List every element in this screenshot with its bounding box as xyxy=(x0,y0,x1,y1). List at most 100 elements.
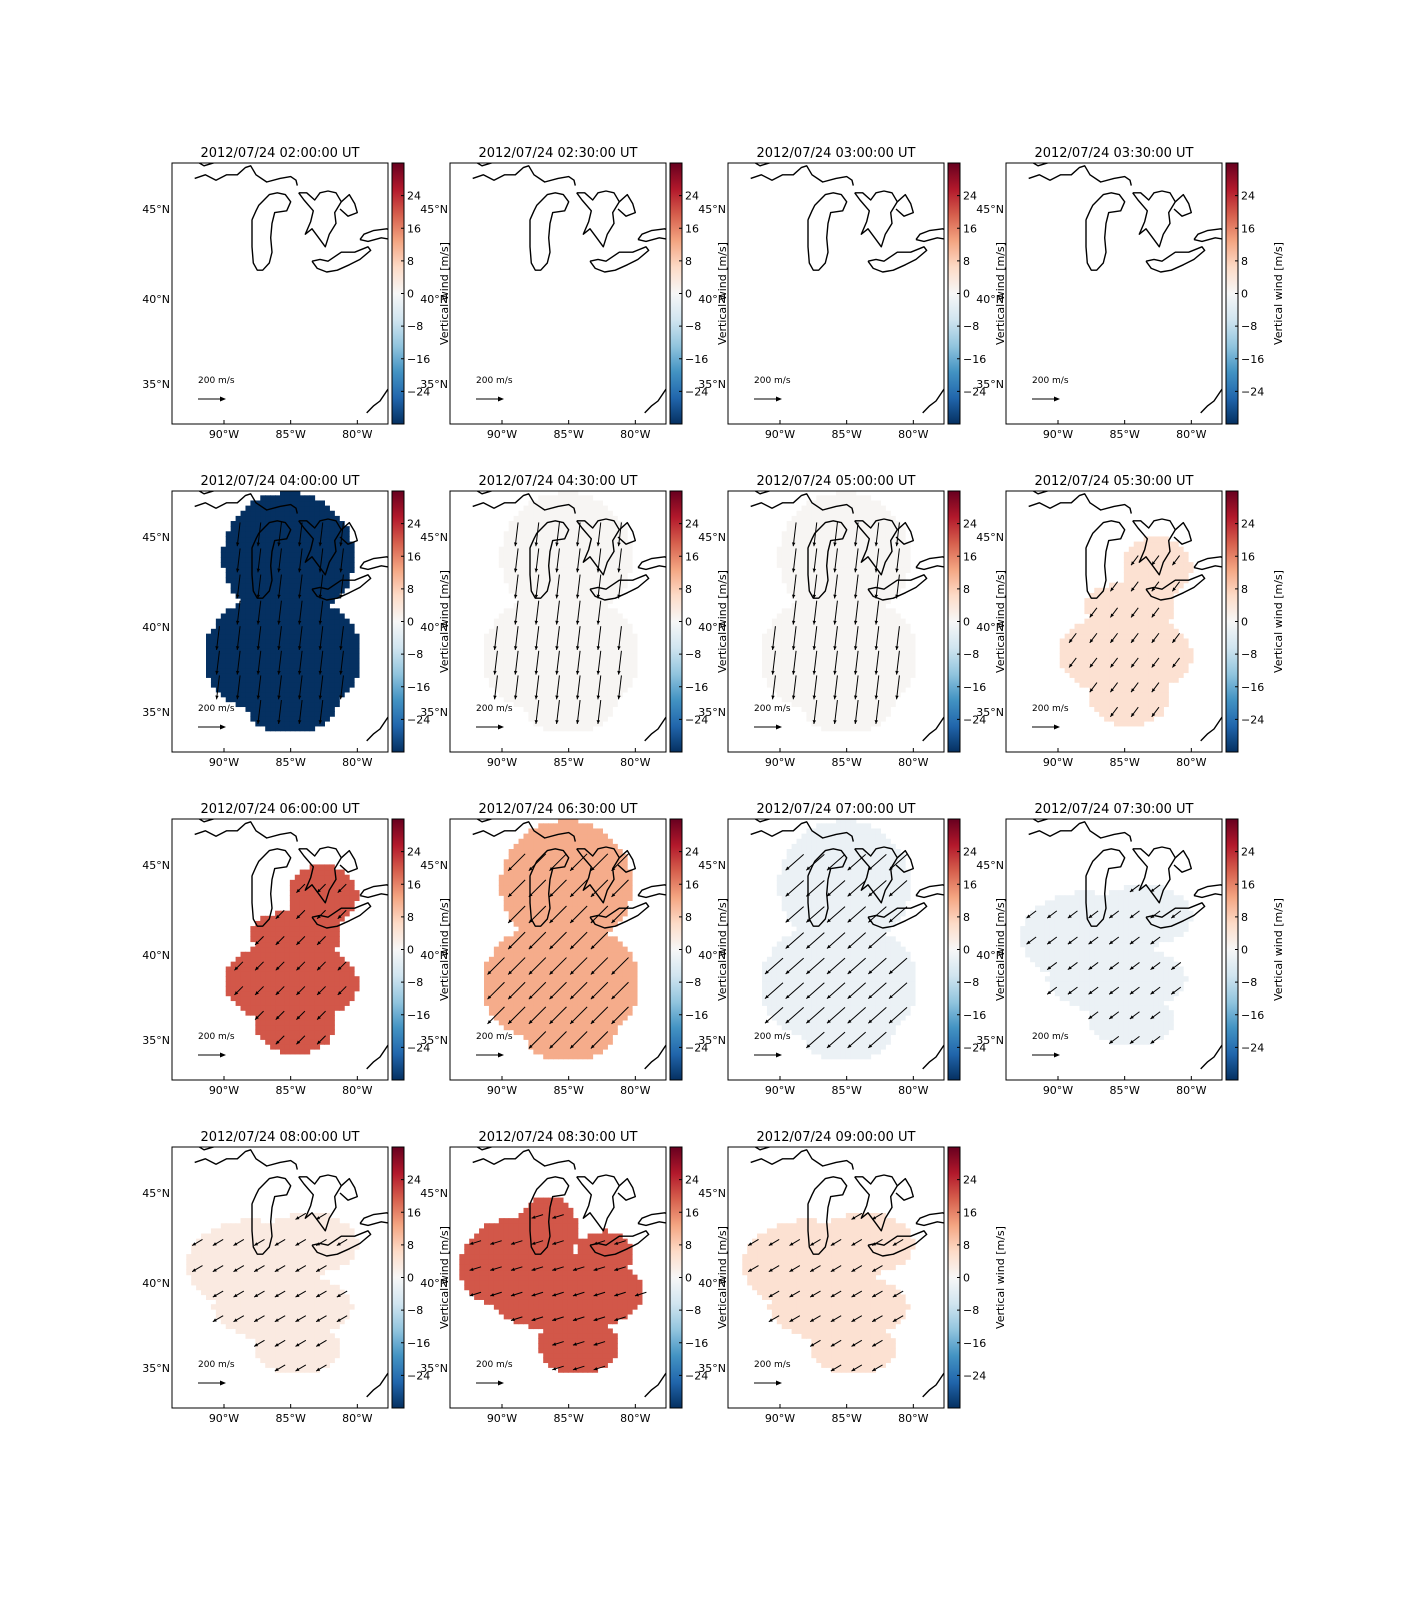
heatmap-cell xyxy=(304,598,311,604)
heatmap-cell xyxy=(895,643,901,649)
heatmap-cell xyxy=(1148,667,1155,674)
colorbar-tick-label: 8 xyxy=(963,583,970,596)
heatmap-cell xyxy=(1109,667,1115,674)
wind-arrow xyxy=(834,548,838,573)
heatmap-cell xyxy=(607,657,613,664)
heatmap-cell xyxy=(334,623,340,630)
heatmap-cell xyxy=(255,711,261,717)
heatmap-cell xyxy=(299,706,306,712)
heatmap-cell xyxy=(235,696,242,703)
heatmap-cell xyxy=(1104,711,1110,717)
heatmap-cell xyxy=(553,505,559,512)
heatmap-cell xyxy=(538,505,544,512)
heatmap-cell xyxy=(845,587,852,594)
lon-tick-label: 80°W xyxy=(620,756,650,769)
heatmap-cell xyxy=(840,587,847,594)
heatmap-cell xyxy=(344,541,350,548)
heatmap-cell xyxy=(791,672,798,678)
heatmap-cell xyxy=(582,562,589,568)
heatmap-cell xyxy=(597,531,603,538)
heatmap-cell xyxy=(280,526,286,532)
heatmap-cell xyxy=(528,603,534,609)
heatmap-cell xyxy=(215,667,222,674)
heatmap-cell xyxy=(280,500,286,507)
heatmap-cell xyxy=(786,662,793,669)
coastline xyxy=(895,193,915,217)
heatmap-cell xyxy=(1128,633,1135,640)
heatmap-cell xyxy=(845,682,852,688)
heatmap-cell xyxy=(1153,691,1159,698)
wind-arrow xyxy=(772,675,776,700)
heatmap-cell xyxy=(270,667,276,674)
wind-arrow-head xyxy=(596,670,601,675)
heatmap-cell xyxy=(309,725,316,732)
heatmap-cell xyxy=(622,623,628,630)
heatmap-cell xyxy=(225,981,232,987)
heatmap-cell xyxy=(245,966,251,972)
heatmap-cell xyxy=(250,515,256,522)
heatmap-cell xyxy=(1168,648,1174,654)
heatmap-cell xyxy=(806,531,812,538)
heatmap-cell xyxy=(572,582,579,589)
heatmap-cell xyxy=(582,505,589,512)
heatmap-cell xyxy=(1104,682,1110,688)
heatmap-cell xyxy=(284,696,291,703)
heatmap-cell xyxy=(309,613,316,620)
heatmap-cell xyxy=(284,592,291,599)
heatmap-cell xyxy=(548,526,554,532)
heatmap-cell xyxy=(329,687,335,693)
wind-arrow-head xyxy=(812,646,817,650)
heatmap-cell xyxy=(875,711,881,717)
lon-tick-label: 85°W xyxy=(831,756,861,769)
wind-arrow-head xyxy=(1069,663,1073,668)
heatmap-cell xyxy=(592,510,599,517)
heatmap-cell xyxy=(523,572,529,579)
heatmap-cell xyxy=(796,515,803,522)
heatmap-cell xyxy=(597,510,603,517)
heatmap-cell xyxy=(1114,716,1120,722)
colorbar-tick-label: 16 xyxy=(1241,222,1255,235)
heatmap-cell xyxy=(314,628,321,635)
heatmap-cell xyxy=(255,598,261,604)
heatmap-cell xyxy=(582,662,589,669)
heatmap-cell xyxy=(850,495,857,502)
heatmap-cell xyxy=(1084,618,1090,625)
heatmap-cell xyxy=(816,495,822,502)
heatmap-cell xyxy=(304,521,311,527)
heatmap-cell xyxy=(309,667,316,674)
heatmap-cell xyxy=(280,936,286,943)
heatmap-cell xyxy=(1123,648,1130,654)
heatmap-cell xyxy=(572,706,579,712)
heatmap-cell xyxy=(1163,653,1169,659)
colorbar-tick-label: −24 xyxy=(407,385,430,398)
heatmap-cell xyxy=(240,598,247,604)
heatmap-cell xyxy=(294,541,301,548)
heatmap-cell xyxy=(270,990,276,997)
heatmap-cell xyxy=(518,562,525,568)
heatmap-cell xyxy=(498,638,505,644)
heatmap-cell xyxy=(836,638,842,644)
heatmap-cell xyxy=(255,936,261,943)
heatmap-cell xyxy=(1118,711,1125,717)
heatmap-cell xyxy=(270,628,276,635)
heatmap-cell xyxy=(553,725,559,732)
heatmap-cell xyxy=(821,572,827,579)
heatmap-cell xyxy=(821,672,827,678)
heatmap-cell xyxy=(831,500,837,507)
heatmap-cell xyxy=(284,551,291,558)
heatmap-cell xyxy=(289,643,296,649)
heatmap-cell xyxy=(206,662,212,669)
heatmap-cell xyxy=(334,587,340,594)
heatmap-cell xyxy=(528,662,534,669)
heatmap-cell xyxy=(289,491,296,496)
wind-arrow-head xyxy=(833,620,837,625)
colorbar-tick-label: 16 xyxy=(685,550,699,563)
heatmap-cell xyxy=(821,510,827,517)
heatmap-cell xyxy=(831,541,837,548)
wind-arrow-head xyxy=(575,720,580,724)
heatmap-cell xyxy=(329,582,335,589)
heatmap-cell xyxy=(1114,662,1120,669)
heatmap-cell xyxy=(260,981,266,987)
heatmap-cell xyxy=(329,562,335,568)
heatmap-cell xyxy=(850,500,857,507)
